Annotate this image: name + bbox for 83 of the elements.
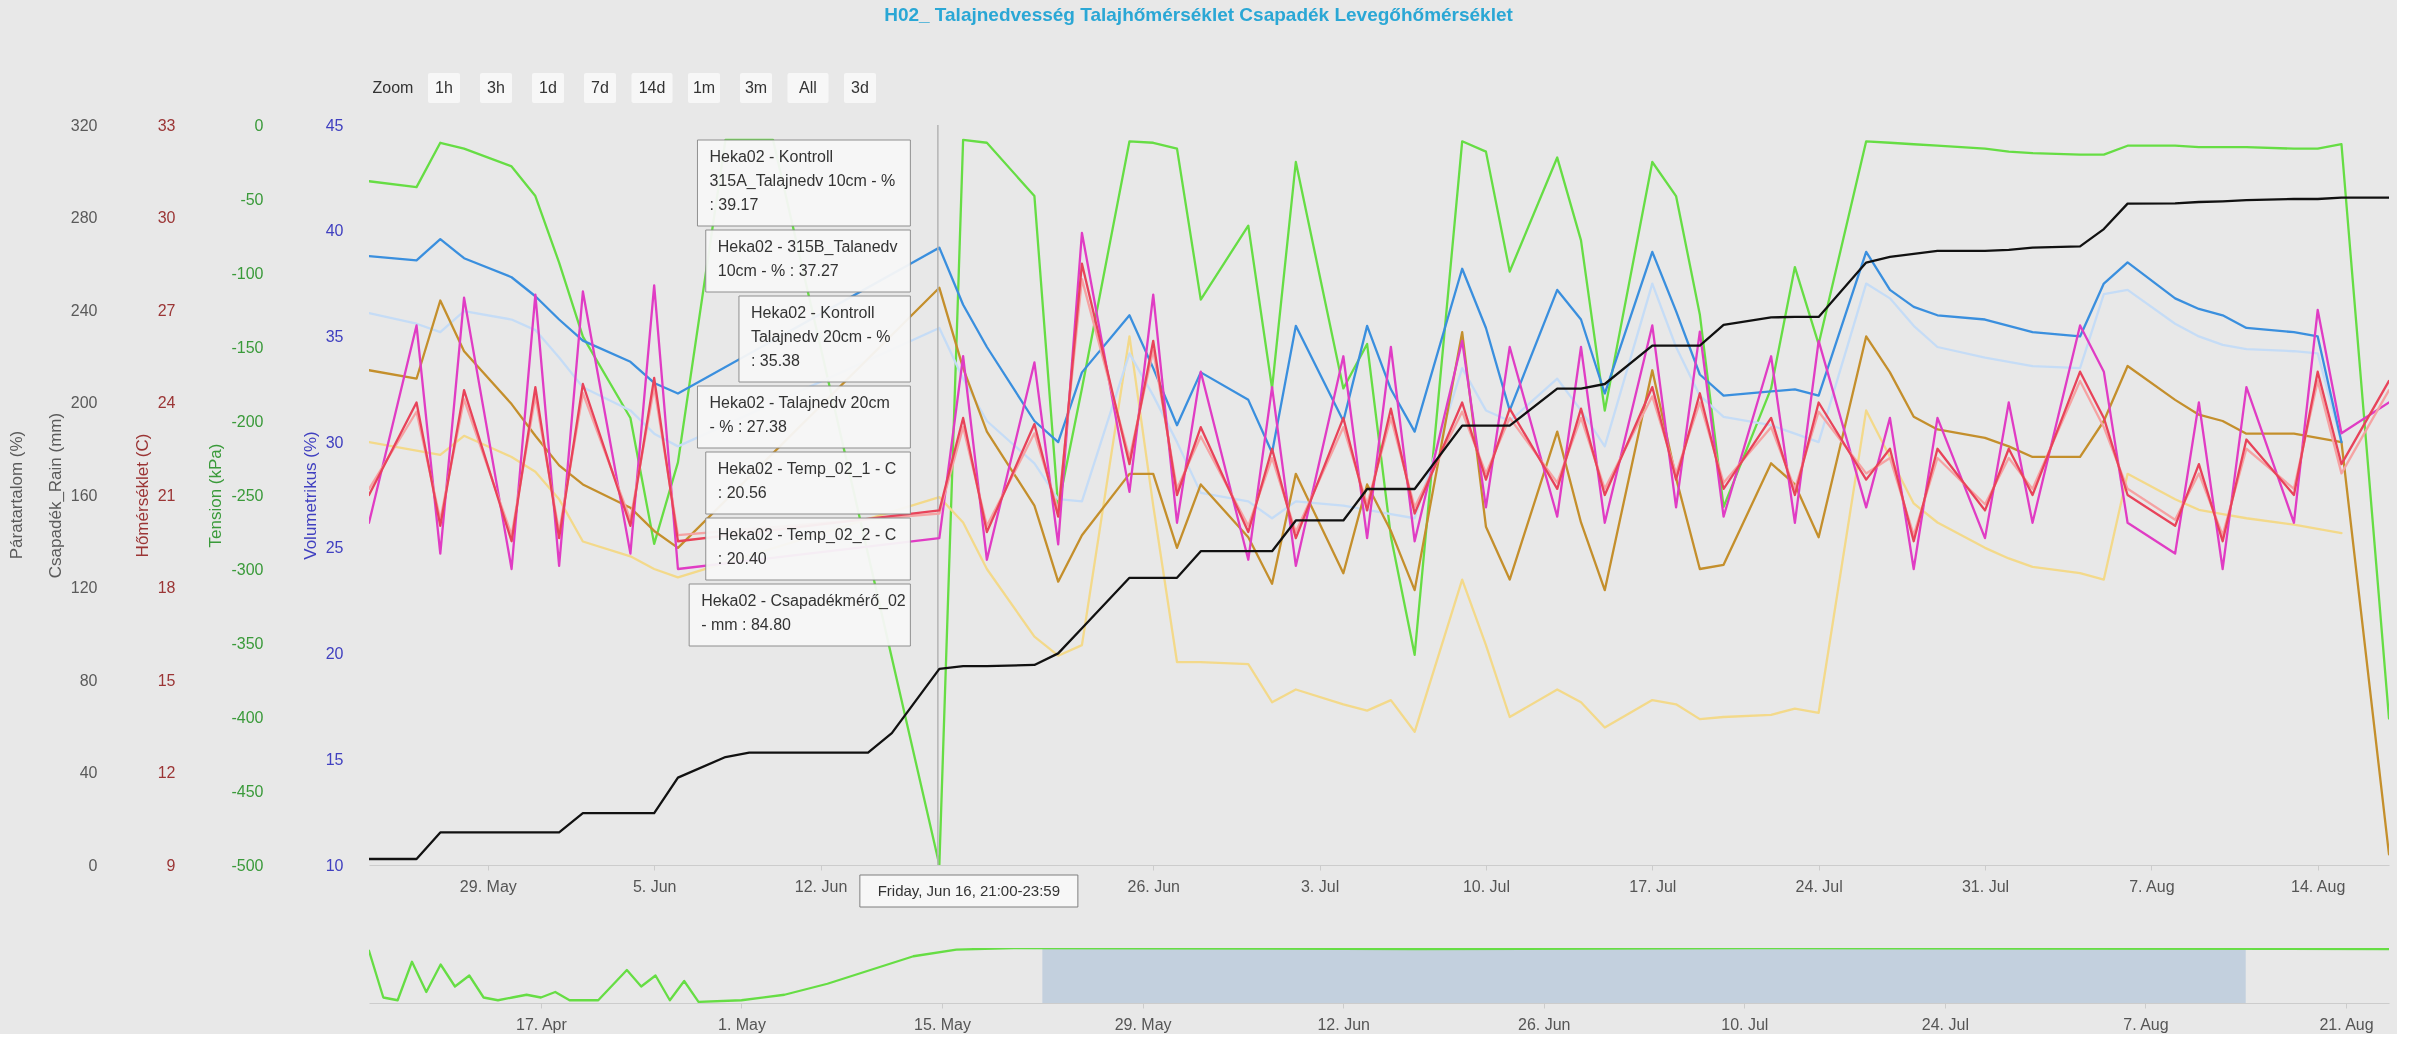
text: 14d [638,79,666,96]
y-tick-label: 10 [325,856,344,874]
y2-tick-label: 280 [70,209,98,226]
x-tick-label: 21. Aug [2319,1015,2374,1033]
y-tick-label: 40 [325,222,344,240]
y-tick-label: 15 [157,671,176,689]
y-tick-label: 45 [325,116,344,134]
y-axis-title: Volumetrikus (%) [300,431,320,560]
annotation: Heka02 - Csapadékmérő_02 - mm : 84.80 [701,592,906,633]
x-tick-label: 5. Jun [632,877,677,895]
y-tick-label: 24 [157,394,176,411]
y2-tick-label: -250 [231,486,264,504]
annotation: Heka02 - Temp_02_1 - C : 20.56 [717,460,897,501]
text: Zoom [372,79,414,96]
x-tick-label: 14. Aug [2291,877,2346,895]
y2-tick-label: -400 [231,708,264,726]
y-tick-label: 12 [157,764,176,781]
text: 3h [487,79,505,96]
y2-tick-label: 320 [70,116,98,134]
annotation: Heka02 - Kontroll Talajnedv 20cm - % : 35.38 [750,304,891,369]
y2-tick-label: 0 [88,856,98,874]
x-tick-label: 1. May [717,1015,766,1033]
x-tick-label: 26. Jun [1518,1015,1571,1033]
x-tick-label: 15. May [914,1015,972,1033]
text: 1d [539,79,557,96]
y-tick-label: 9 [166,856,176,874]
x-tick-label: 10. Jul [1721,1015,1769,1033]
y-tick-label: 21 [157,486,176,504]
y2-tick-label: 120 [70,579,98,596]
x-tick-label: 26. Jun [1127,877,1180,895]
line-series [369,231,2389,571]
x-tick-label: 12. Jun [1317,1015,1370,1033]
y2-tick-label: -500 [231,856,264,874]
x-tick-label: 10. Jul [1462,877,1511,895]
y-tick-label: 35 [325,327,344,345]
y-tick-label: 30 [157,209,176,226]
y2-tick-label: 200 [70,394,98,411]
y2-tick-label: 0 [254,116,264,134]
y2-tick-label: 160 [70,486,98,504]
y2-tick-label: -300 [231,560,264,578]
ref-line-label: Friday, Jun 16, 21:00-23:59 [877,882,1061,899]
annotation: Heka02 - Temp_02_2 - C : 20.40 [717,526,897,567]
text: 3d [851,79,869,96]
text: 1h [435,79,453,96]
y2-tick-label: -50 [240,190,264,208]
y2-tick-label: -350 [231,634,264,652]
text: Páratartalom (%) [7,430,26,560]
y2-tick-label: -150 [231,338,264,356]
text: 3m [744,79,768,96]
annotation: Heka02 - Talajnedv 20cm - % : 27.38 [709,394,890,435]
y-tick-label: 30 [325,433,344,451]
y-tick-label: 25 [325,539,344,557]
annotation: Heka02 - Kontroll 315A_Talajnedv 10cm - % : 39.17 [709,148,896,213]
y2-axis-title: Csapadék_Rain (mm) [45,412,65,579]
y-tick-label: 27 [157,301,176,319]
y2-tick-label: -200 [231,412,264,430]
y2-tick-label: 40 [79,764,98,781]
x-tick-label: 31. Jul [1961,877,2010,895]
y-tick-label: 20 [325,645,344,663]
y2-tick-label: 80 [79,671,98,689]
y2-tick-label: -450 [231,782,264,800]
y2-tick-label: 240 [70,301,98,319]
y2-tick-label: -100 [231,264,264,282]
y2-axis-title: Tension (kPa) [206,443,226,548]
y-tick-label: 18 [157,579,176,596]
x-tick-label: 24. Jul [1795,877,1843,895]
x-tick-label: 17. Apr [516,1015,568,1033]
text: All [799,79,817,96]
text: 1m [692,79,716,96]
x-tick-label: 29. May [459,877,517,895]
chart-title: H02_ Talajnedvesség Talajhőmérséklet Csapadék Levegőhőmérséklet [884,4,1514,25]
text: 7d [591,79,609,96]
x-tick-label: 29. May [1114,1015,1172,1033]
x-tick-label: 24. Jul [1921,1015,1969,1033]
x-tick-label: 17. Jul [1629,877,1677,895]
y-axis-title: Hőmérséklet (C) [132,433,152,558]
x-tick-label: 3. Jul [1300,877,1340,895]
x-tick-label: 12. Jun [794,877,848,895]
y-tick-label: 15 [325,750,344,768]
annotation: Heka02 - 315B_Talanedv 10cm - % : 37.27 [717,238,898,279]
x-tick-label: 7. Aug [2129,877,2175,895]
x-tick-label: 7. Aug [2123,1015,2169,1033]
y-tick-label: 33 [157,116,176,134]
